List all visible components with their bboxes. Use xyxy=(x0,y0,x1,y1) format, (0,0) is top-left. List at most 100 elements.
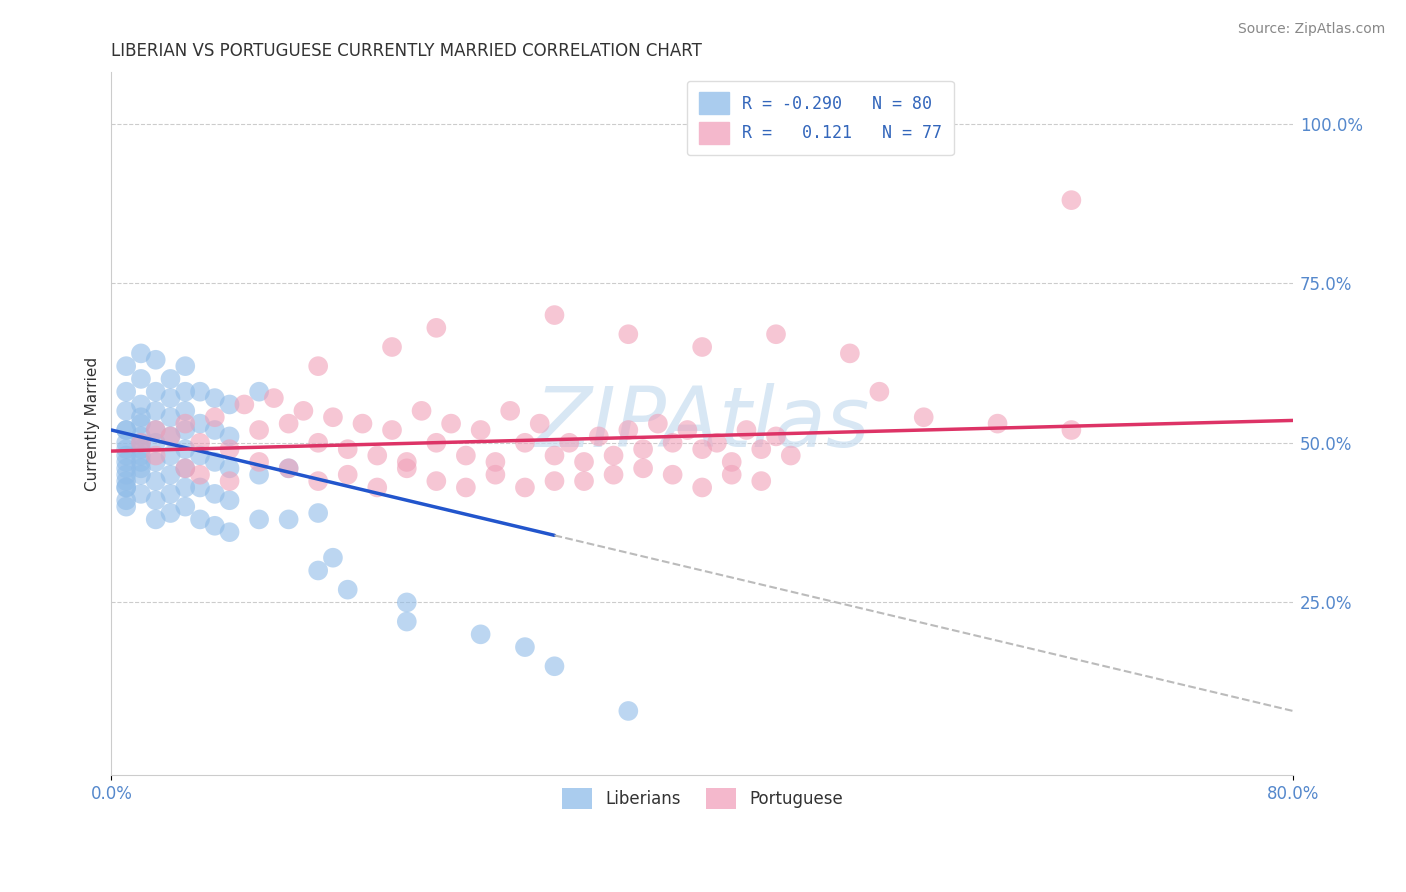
Point xyxy=(129,435,152,450)
Point xyxy=(159,467,181,482)
Point xyxy=(129,346,152,360)
Point xyxy=(145,474,167,488)
Point xyxy=(188,467,211,482)
Point xyxy=(617,327,640,342)
Point xyxy=(129,435,152,450)
Point xyxy=(218,525,240,540)
Point xyxy=(115,423,138,437)
Point xyxy=(174,417,197,431)
Point xyxy=(174,500,197,514)
Point xyxy=(602,449,624,463)
Point xyxy=(720,467,742,482)
Point xyxy=(159,487,181,501)
Point xyxy=(174,404,197,418)
Point xyxy=(706,435,728,450)
Point xyxy=(204,487,226,501)
Point xyxy=(174,384,197,399)
Point xyxy=(543,474,565,488)
Point xyxy=(129,429,152,443)
Point xyxy=(484,455,506,469)
Point xyxy=(159,391,181,405)
Point xyxy=(779,449,801,463)
Point xyxy=(129,449,152,463)
Point xyxy=(129,461,152,475)
Text: LIBERIAN VS PORTUGUESE CURRENTLY MARRIED CORRELATION CHART: LIBERIAN VS PORTUGUESE CURRENTLY MARRIED… xyxy=(111,42,702,60)
Point xyxy=(145,352,167,367)
Point xyxy=(115,467,138,482)
Point xyxy=(188,512,211,526)
Point xyxy=(395,461,418,475)
Point xyxy=(690,442,713,457)
Point xyxy=(513,435,536,450)
Point xyxy=(145,512,167,526)
Point xyxy=(307,506,329,520)
Point xyxy=(159,429,181,443)
Point xyxy=(129,397,152,411)
Point xyxy=(145,455,167,469)
Point xyxy=(115,500,138,514)
Point xyxy=(720,455,742,469)
Point xyxy=(247,512,270,526)
Point xyxy=(247,423,270,437)
Point xyxy=(558,435,581,450)
Point xyxy=(986,417,1008,431)
Point xyxy=(307,435,329,450)
Point xyxy=(204,410,226,425)
Point xyxy=(115,455,138,469)
Point xyxy=(529,417,551,431)
Point xyxy=(292,404,315,418)
Point xyxy=(277,512,299,526)
Point xyxy=(145,449,167,463)
Point xyxy=(233,397,256,411)
Point xyxy=(1060,193,1083,207)
Point xyxy=(174,423,197,437)
Point xyxy=(395,615,418,629)
Point xyxy=(115,384,138,399)
Point xyxy=(204,455,226,469)
Point xyxy=(765,327,787,342)
Point xyxy=(218,461,240,475)
Point xyxy=(247,467,270,482)
Point xyxy=(322,550,344,565)
Point xyxy=(735,423,758,437)
Point xyxy=(145,384,167,399)
Point xyxy=(218,442,240,457)
Point xyxy=(115,480,138,494)
Point xyxy=(218,397,240,411)
Point xyxy=(218,493,240,508)
Point xyxy=(174,461,197,475)
Point xyxy=(307,359,329,373)
Point xyxy=(912,410,935,425)
Point xyxy=(115,423,138,437)
Point xyxy=(188,417,211,431)
Point xyxy=(543,308,565,322)
Point xyxy=(115,449,138,463)
Point xyxy=(366,449,388,463)
Point xyxy=(159,372,181,386)
Point xyxy=(115,493,138,508)
Point xyxy=(174,359,197,373)
Point xyxy=(868,384,890,399)
Point xyxy=(115,359,138,373)
Point xyxy=(129,372,152,386)
Point xyxy=(411,404,433,418)
Point xyxy=(602,467,624,482)
Point xyxy=(336,582,359,597)
Point xyxy=(263,391,285,405)
Point xyxy=(322,410,344,425)
Point xyxy=(336,467,359,482)
Point xyxy=(145,423,167,437)
Point xyxy=(749,442,772,457)
Point xyxy=(129,410,152,425)
Point xyxy=(690,340,713,354)
Point xyxy=(1060,423,1083,437)
Point xyxy=(159,506,181,520)
Point xyxy=(129,442,152,457)
Point xyxy=(188,449,211,463)
Point xyxy=(277,461,299,475)
Point xyxy=(425,474,447,488)
Point xyxy=(277,461,299,475)
Point xyxy=(145,404,167,418)
Point xyxy=(366,480,388,494)
Point xyxy=(277,417,299,431)
